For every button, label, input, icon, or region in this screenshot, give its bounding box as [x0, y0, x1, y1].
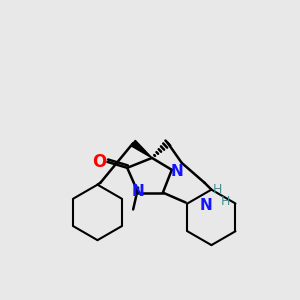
Polygon shape — [131, 140, 152, 158]
Text: O: O — [92, 153, 106, 171]
Text: H: H — [220, 195, 230, 208]
Text: N: N — [200, 198, 213, 213]
Text: N: N — [132, 184, 145, 199]
Text: N: N — [170, 164, 183, 179]
Text: H: H — [213, 183, 222, 196]
